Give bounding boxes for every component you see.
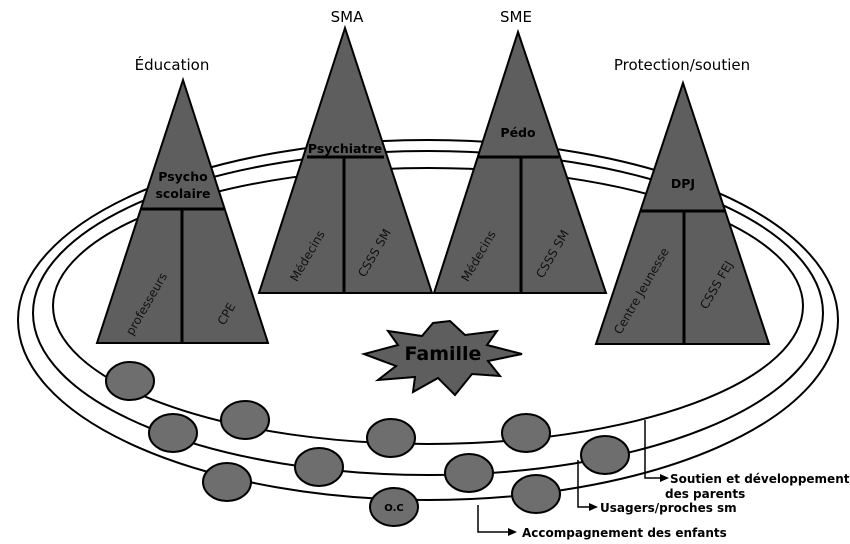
ring-node: [501, 413, 551, 453]
pyramid-top-label: Psychiatre: [308, 141, 382, 156]
starburst-shape: [360, 319, 523, 397]
ring-node: [366, 418, 416, 458]
ring-node: [511, 474, 561, 514]
pyramid-title: Protection/soutien: [614, 56, 750, 74]
pyramid-top-label: scolaire: [155, 186, 210, 201]
ring-middle: [32, 150, 824, 476]
pyramid-top-label: Pédo: [500, 125, 536, 140]
pyramid-title: SME: [500, 8, 532, 26]
pyramid-sma: SMA Psychiatre Médecins CSSS SM: [257, 8, 434, 294]
connector-inner: [644, 420, 661, 479]
legend-arrowheads: [508, 474, 669, 536]
arrow-icon: [589, 503, 598, 511]
arrow-icon: [660, 474, 669, 482]
family-center: Famille: [360, 319, 523, 397]
famille-label: Famille: [405, 343, 482, 365]
pyramid-top-label: DPJ: [671, 176, 695, 191]
ring-node: [444, 453, 494, 493]
connector-middle: [577, 460, 590, 508]
ring-node: [220, 400, 270, 440]
pyramid-protection: Protection/soutien DPJ Centre Jeunesse C…: [594, 56, 771, 345]
legend-ring-middle: Usagers/proches sm: [600, 501, 737, 515]
connector-outer: [477, 505, 509, 533]
ring-inner: [52, 167, 804, 445]
legend-ring-inner-line1: Soutien et développement: [670, 472, 850, 486]
ring-node-oc: [369, 487, 419, 527]
ring-node: [105, 361, 155, 401]
pyramid-title: SMA: [331, 8, 364, 26]
oc-label: O.C: [384, 503, 403, 514]
arrow-icon: [508, 528, 517, 536]
legend-ring-inner-line2: des parents: [665, 487, 745, 501]
ring-outer: [17, 139, 839, 501]
pyramid-top-label: Psycho: [158, 169, 208, 184]
legend-connectors: [477, 420, 661, 533]
ring-node: [580, 435, 630, 475]
rings: [17, 139, 839, 501]
ring-node: [294, 447, 344, 487]
pyramid-title: Éducation: [135, 55, 210, 74]
ring-node: [148, 413, 198, 453]
pyramid-education: Éducation Psycho scolaire professeurs CP…: [95, 55, 270, 344]
ring-nodes: [105, 361, 630, 527]
pyramid-sme: SME Pédo Médecins CSSS SM: [432, 8, 608, 294]
legend-ring-outer: Accompagnement des enfants: [522, 526, 727, 540]
ring-node: [202, 462, 252, 502]
